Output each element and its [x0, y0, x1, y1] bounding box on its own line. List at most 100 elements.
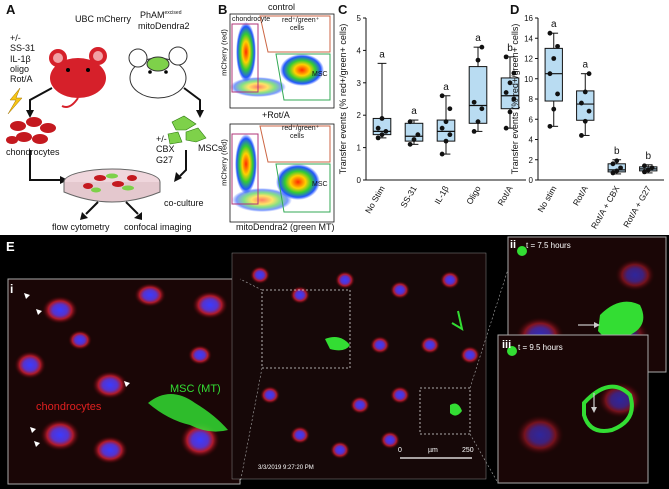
data-point — [407, 141, 413, 147]
category-label: No Stim — [363, 184, 387, 215]
flow-title-control: control — [268, 2, 296, 12]
timestamp-label: 3/3/2019 9:27:20 PM — [258, 465, 314, 471]
data-point — [439, 93, 445, 99]
data-point — [645, 167, 651, 173]
cells-gate-label-bottom: cells — [290, 133, 305, 140]
y-tick-label: 0 — [357, 176, 362, 185]
flow-cytometry-plots — [229, 13, 335, 223]
center-msc-cell — [325, 337, 350, 351]
y-tick-label: 2 — [357, 111, 362, 120]
data-point — [507, 109, 513, 115]
data-point — [555, 91, 560, 97]
subpanel-ii-label: ii — [510, 239, 517, 251]
scale-label-um: µm — [428, 447, 438, 454]
chondrocytes-label: chondrocytes — [6, 147, 60, 157]
significance-label: a — [475, 33, 481, 44]
y-axis-label: Transfer events (% red+/green+ cells) — [510, 24, 520, 175]
data-point — [411, 137, 417, 142]
chondrocyte-cluster-icon — [6, 117, 56, 144]
red-mouse-icon — [49, 47, 107, 108]
data-point — [415, 132, 421, 138]
center-cells — [250, 266, 480, 459]
box — [372, 117, 392, 136]
data-point — [618, 165, 623, 171]
data-point — [547, 71, 553, 77]
data-point — [642, 169, 647, 175]
flow-ylabel-top: mCherry (red) — [219, 29, 229, 76]
y-tick-label: 1 — [357, 144, 362, 153]
flow-xlabel: mitoDendra2 (green MT) — [236, 222, 335, 232]
panel-iii-msc — [582, 384, 634, 433]
data-point — [586, 71, 592, 77]
data-point — [447, 132, 453, 138]
data-point — [507, 80, 513, 86]
data-point — [614, 158, 620, 164]
data-point — [443, 138, 449, 144]
data-point — [610, 170, 616, 176]
category-label: No stim — [535, 184, 558, 214]
y-tick-label: 14 — [524, 34, 533, 43]
redgreen-gate-label-bottom: red⁺/green⁺ — [282, 125, 320, 132]
data-point — [551, 106, 557, 112]
data-point — [582, 118, 588, 124]
y-tick-label: 3 — [357, 79, 362, 88]
data-point — [443, 119, 449, 125]
box — [468, 66, 488, 124]
data-point — [503, 90, 509, 95]
significance-label: b — [507, 43, 513, 54]
chondrocytes-overlay-label: chondrocytes — [36, 401, 102, 413]
data-point — [503, 54, 509, 60]
white-mouse-icon — [128, 46, 188, 99]
data-point — [375, 125, 381, 131]
box-chart-d: 0 2 4 6 8 10 12 14 16 Transfer events (% red+/gre… — [510, 14, 664, 231]
mouse-label-dendra: mitoDendra2 — [138, 21, 190, 31]
data-point — [375, 135, 381, 141]
data-point — [439, 125, 445, 131]
category-label: IL-1β — [432, 184, 450, 206]
data-point — [649, 165, 655, 171]
y-tick-label: 8 — [529, 95, 534, 104]
category-label: Rot/A — [571, 184, 590, 208]
data-point — [586, 108, 592, 114]
significance-label: a — [379, 49, 385, 60]
data-point — [471, 129, 477, 134]
data-point — [471, 99, 477, 105]
lightning-icon — [7, 87, 23, 115]
panel-a-schematic — [6, 46, 207, 220]
category-label: Oligo — [464, 184, 483, 206]
significance-label: a — [443, 82, 449, 93]
time-label-iii: t = 9.5 hours — [518, 343, 563, 352]
y-axis-label: Transfer events (% red+/green+ cells) — [338, 24, 348, 175]
confocal-label: confocal imaging — [124, 222, 192, 232]
zoom-box-ii — [419, 387, 471, 435]
y-tick-label: 4 — [357, 46, 362, 55]
panel-i-cells — [14, 283, 228, 464]
data-point — [439, 151, 445, 157]
data-point — [479, 44, 485, 50]
data-point — [479, 106, 485, 112]
data-point — [383, 129, 389, 134]
msc-cluster-icon — [167, 115, 207, 145]
culture-dish-icon — [63, 168, 161, 203]
panel-ii-msc — [598, 301, 644, 340]
y-tick-label: 12 — [524, 55, 533, 64]
significance-label: a — [411, 106, 417, 117]
data-point — [551, 56, 557, 61]
significance-label: a — [551, 19, 557, 30]
data-point — [579, 133, 584, 138]
box — [544, 47, 563, 102]
msc-gate-label-top: MSC — [312, 71, 328, 78]
mouse-label-pham: PhAMexcised — [140, 10, 182, 20]
data-point — [407, 119, 413, 125]
category-label: Rot/A + CBX — [589, 184, 622, 231]
box — [576, 90, 595, 121]
significance-label: b — [614, 146, 620, 157]
zoom-box-i — [261, 289, 351, 369]
data-point — [555, 43, 560, 49]
category-label: SS-31 — [398, 184, 419, 210]
msc-overlay-label: MSC (MT) — [170, 383, 221, 395]
data-point — [582, 89, 588, 95]
data-point — [503, 125, 509, 131]
data-point — [579, 100, 584, 106]
y-tick-label: 6 — [529, 115, 534, 124]
